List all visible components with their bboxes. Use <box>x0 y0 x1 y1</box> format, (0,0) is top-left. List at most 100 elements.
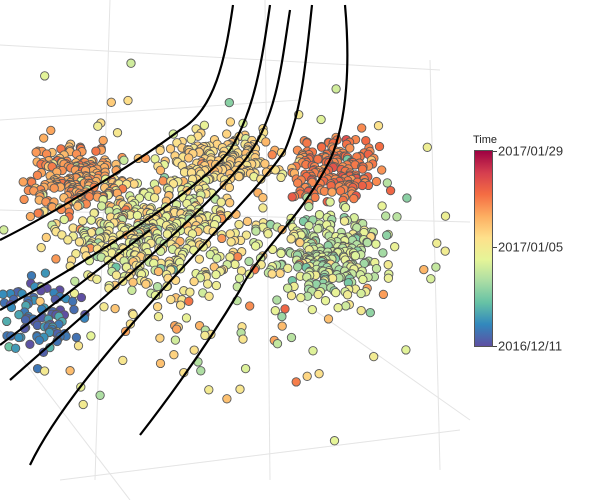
scatter-point <box>233 252 243 262</box>
scatter-point <box>378 289 389 300</box>
scatter-point <box>224 182 235 193</box>
scatter-point <box>106 97 116 107</box>
scatter-point <box>92 274 102 284</box>
scatter-point <box>371 176 382 187</box>
scatter-point <box>39 366 50 376</box>
scatter-point <box>251 226 261 236</box>
scatter-point <box>426 274 436 284</box>
scatter-point <box>250 241 261 251</box>
scatter-point <box>59 214 69 225</box>
scatter-point <box>111 270 122 280</box>
scatter-point <box>357 164 368 174</box>
scatter-point <box>128 309 138 320</box>
scatter-point <box>383 273 394 283</box>
trajectory-lines <box>0 4 349 466</box>
scatter-point <box>302 138 312 148</box>
scatter-point <box>91 146 101 156</box>
scatter-point <box>314 369 324 379</box>
scatter-point <box>73 341 84 351</box>
scatter-point <box>10 343 21 353</box>
scatter-point <box>194 254 205 264</box>
scatter-point <box>153 311 164 322</box>
scatter-point <box>118 355 128 366</box>
scatter-point <box>331 84 341 94</box>
scatter-point <box>431 262 441 272</box>
scatter-point <box>225 117 236 127</box>
scatter-point <box>313 224 323 234</box>
scatter-point <box>185 287 195 297</box>
scatter-point <box>432 238 442 248</box>
scatter-point <box>200 330 210 341</box>
scatter-point <box>293 178 303 188</box>
scatter-point <box>263 229 273 239</box>
scatter-point <box>234 219 244 230</box>
scatter-point <box>419 264 429 275</box>
scatter-point <box>440 246 450 256</box>
scatter-point <box>71 332 82 343</box>
scatter-point <box>308 346 318 356</box>
scatter-point <box>204 385 214 395</box>
scatter-point <box>341 301 351 311</box>
scatter-point <box>110 303 120 314</box>
scatter-point <box>234 171 244 182</box>
scatter-point <box>128 277 138 287</box>
trajectory-line <box>0 4 235 241</box>
scatter-point <box>25 211 36 222</box>
scatter-point <box>25 339 35 349</box>
trajectory-line <box>9 9 292 381</box>
scatter-point <box>18 177 28 187</box>
scatter-point <box>93 121 103 131</box>
scatter-point <box>19 194 29 205</box>
scatter-point <box>293 262 303 272</box>
scatter-point <box>313 154 323 164</box>
scatter-point <box>46 125 56 136</box>
scatter-point <box>51 254 61 264</box>
scatter-point <box>242 216 253 227</box>
scatter-point <box>291 377 301 387</box>
scatter-point <box>86 331 96 341</box>
scatter-point <box>49 183 59 193</box>
scatter-point <box>333 303 343 313</box>
scatter-point <box>225 198 235 208</box>
scatter-point <box>152 302 163 312</box>
scatter-point <box>320 296 331 306</box>
scatter-point <box>377 201 387 211</box>
scatter-point <box>34 335 44 345</box>
scatter-point <box>225 252 235 262</box>
scatter-point <box>286 332 297 343</box>
scatter-point <box>378 248 388 258</box>
scatter-point <box>171 324 182 334</box>
scatter-point <box>189 345 199 355</box>
scatter-point <box>40 268 51 278</box>
scatter-point <box>313 289 323 300</box>
scatter-point <box>98 135 108 146</box>
scatter-point <box>272 295 282 305</box>
scatter-point <box>325 197 335 207</box>
scatter-point <box>152 282 163 292</box>
scatter-point <box>245 301 255 311</box>
scatter-point <box>40 71 50 81</box>
scatter-point <box>170 335 181 345</box>
scatter-point <box>296 292 306 303</box>
scatter-point <box>86 215 96 225</box>
scatter-point <box>32 170 43 180</box>
scatter-point <box>371 239 381 249</box>
scatter-point <box>78 399 88 410</box>
scatter-point <box>65 366 75 376</box>
scatter-point <box>57 230 67 240</box>
scatter-point <box>374 141 385 152</box>
grid-line <box>59 429 461 481</box>
colorbar-tick-label: 2016/12/11 <box>498 338 563 354</box>
scatter-point <box>277 311 287 322</box>
scatter-point <box>317 142 327 152</box>
scatter-point <box>383 260 393 270</box>
trajectory-line <box>139 4 349 436</box>
trajectory-line <box>0 4 272 311</box>
scatter-point <box>169 350 179 360</box>
scatter-point <box>211 269 221 280</box>
colorbar-tick-label: 2017/01/29 <box>498 143 564 159</box>
colorbar-tick-mark <box>493 346 497 347</box>
scatter-point <box>358 274 368 285</box>
